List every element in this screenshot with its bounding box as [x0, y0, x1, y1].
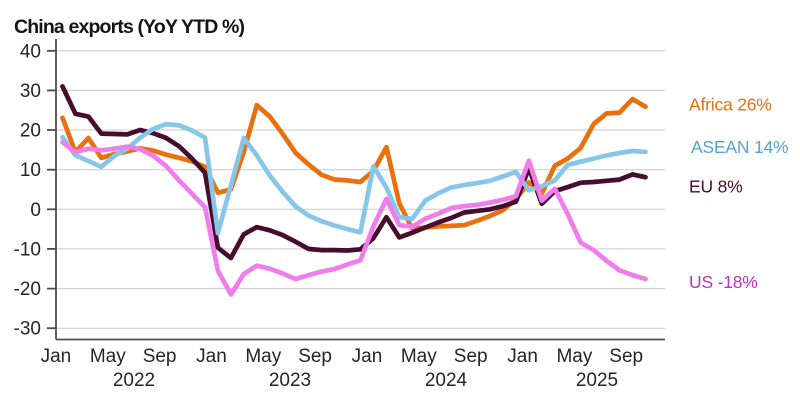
svg-text:2024: 2024 [425, 370, 468, 391]
svg-text:Jan: Jan [352, 346, 383, 367]
svg-text:May: May [556, 346, 592, 367]
svg-text:2022: 2022 [113, 370, 155, 391]
svg-text:40: 40 [20, 41, 41, 62]
svg-text:May: May [90, 346, 126, 367]
svg-text:2025: 2025 [576, 370, 618, 391]
svg-text:20: 20 [20, 121, 41, 142]
svg-text:Jan: Jan [41, 346, 72, 367]
svg-text:ASEAN 14%: ASEAN 14% [691, 137, 788, 157]
svg-text:-30: -30 [14, 319, 41, 340]
svg-text:10: 10 [20, 160, 41, 181]
svg-text:EU 8%: EU 8% [689, 177, 742, 197]
svg-text:2023: 2023 [269, 370, 311, 391]
svg-text:Sep: Sep [454, 346, 488, 367]
svg-text:May: May [245, 346, 281, 367]
svg-text:May: May [401, 346, 437, 367]
svg-text:US -18%: US -18% [689, 272, 758, 292]
svg-text:Africa 26%: Africa 26% [689, 95, 772, 115]
svg-text:0: 0 [30, 200, 41, 221]
svg-text:Sep: Sep [609, 346, 643, 367]
svg-text:30: 30 [20, 81, 41, 102]
svg-text:Sep: Sep [298, 346, 332, 367]
svg-text:China exports (YoY YTD %): China exports (YoY YTD %) [14, 16, 244, 38]
svg-text:Sep: Sep [143, 346, 177, 367]
svg-text:-10: -10 [14, 239, 41, 260]
svg-text:Jan: Jan [196, 346, 227, 367]
svg-text:-20: -20 [14, 279, 41, 300]
svg-text:Jan: Jan [507, 346, 538, 367]
